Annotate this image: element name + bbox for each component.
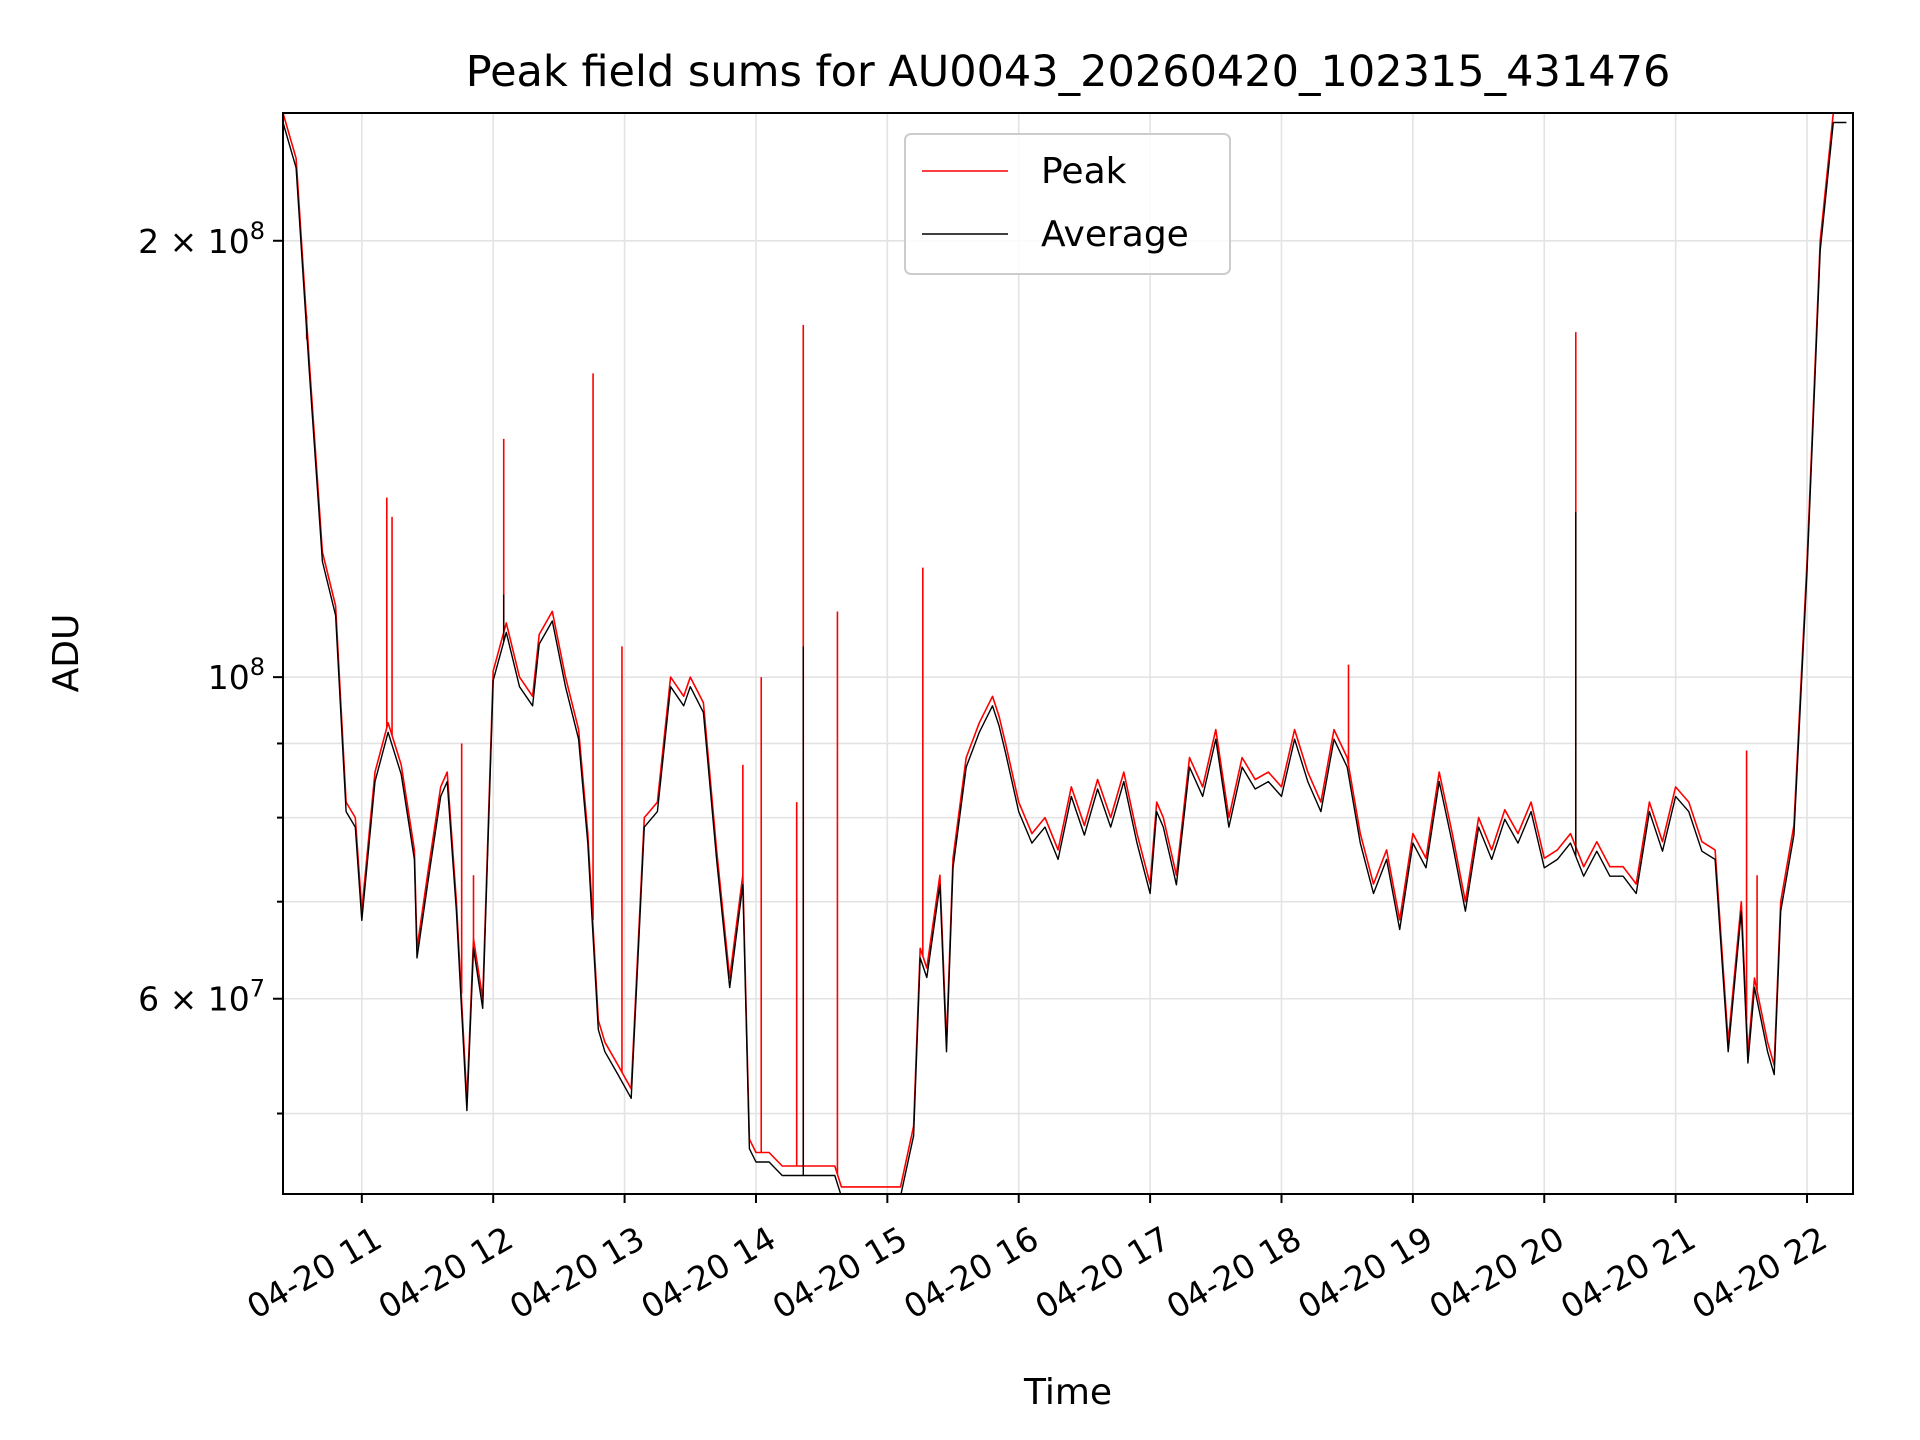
x-axis-label: Time xyxy=(1023,1372,1112,1413)
series-layer xyxy=(283,113,1847,1194)
y-tick-label: 108 xyxy=(208,653,265,697)
legend-box xyxy=(904,133,1231,275)
y-axis: 2 × 108 108 6 × 107 xyxy=(138,217,283,1115)
chart-title: Peak field sums for AU0043_20260420_1023… xyxy=(466,47,1671,97)
legend-peak-label: Peak xyxy=(1041,151,1127,192)
plot-frame xyxy=(282,112,1854,1195)
legend: Peak Average xyxy=(904,133,1231,275)
y-tick-label: 2 × 108 xyxy=(138,217,265,261)
legend-average-label: Average xyxy=(1041,214,1189,255)
series-peak-line xyxy=(283,113,1847,1188)
grid xyxy=(283,113,1853,1194)
y-axis-label: ADU xyxy=(46,614,87,693)
series-average-line xyxy=(283,121,1847,1194)
y-tick-label: 6 × 107 xyxy=(138,975,265,1019)
